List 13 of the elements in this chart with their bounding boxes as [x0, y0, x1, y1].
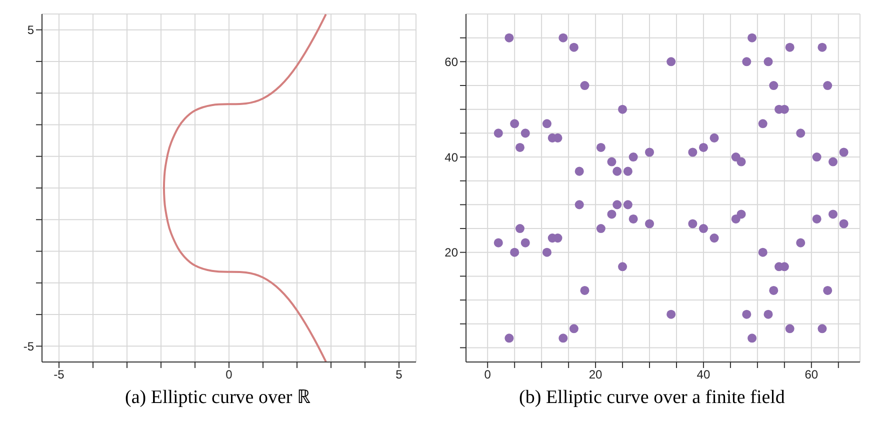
- y-tick-label: 20: [444, 246, 458, 260]
- y-tick-label: 60: [444, 54, 458, 69]
- x-tick-label: 5: [396, 368, 403, 382]
- line-series: [162, 14, 327, 362]
- text: (a) Elliptic curve over ℝ: [124, 386, 312, 410]
- text: (b) Elliptic curve over a finite field: [518, 386, 786, 410]
- y-tick-label: 40: [444, 150, 458, 164]
- x-tick-label: 0: [226, 368, 233, 382]
- x-tick-label: 20: [588, 368, 603, 382]
- x-tick-label: 60: [804, 368, 818, 382]
- x-tick-label: 40: [696, 368, 710, 382]
- x-tick-label: -5: [54, 368, 65, 382]
- x-tick-label: 0: [484, 368, 492, 382]
